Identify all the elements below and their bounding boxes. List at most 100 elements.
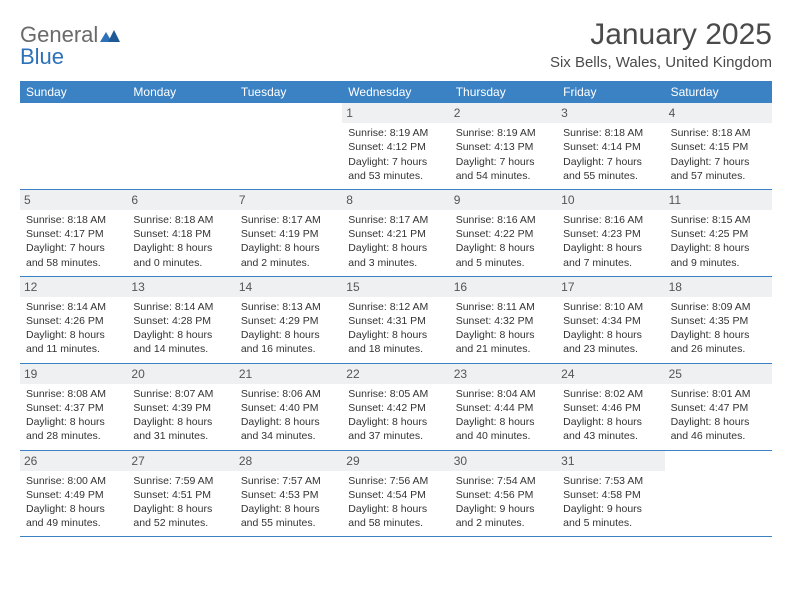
week-row: 19Sunrise: 8:08 AMSunset: 4:37 PMDayligh… <box>20 364 772 451</box>
day-number: 24 <box>557 364 664 384</box>
daylight-label: and 21 minutes. <box>456 342 551 356</box>
sunset-label: Sunset: 4:54 PM <box>348 488 443 502</box>
sunset-label: Sunset: 4:40 PM <box>241 401 336 415</box>
day-number: 18 <box>665 277 772 297</box>
sunrise-label: Sunrise: 7:57 AM <box>241 474 336 488</box>
day-cell: 19Sunrise: 8:08 AMSunset: 4:37 PMDayligh… <box>20 364 127 450</box>
daylight-label: and 34 minutes. <box>241 429 336 443</box>
day-number: 12 <box>20 277 127 297</box>
daylight-label: and 40 minutes. <box>456 429 551 443</box>
daylight-label: and 43 minutes. <box>563 429 658 443</box>
sunrise-label: Sunrise: 8:14 AM <box>26 300 121 314</box>
daylight-label: and 55 minutes. <box>563 169 658 183</box>
day-cell: 30Sunrise: 7:54 AMSunset: 4:56 PMDayligh… <box>450 451 557 537</box>
day-cell: 18Sunrise: 8:09 AMSunset: 4:35 PMDayligh… <box>665 277 772 363</box>
sunset-label: Sunset: 4:51 PM <box>133 488 228 502</box>
day-cell: 31Sunrise: 7:53 AMSunset: 4:58 PMDayligh… <box>557 451 664 537</box>
sunrise-label: Sunrise: 8:13 AM <box>241 300 336 314</box>
day-number: 6 <box>127 190 234 210</box>
weekday-label: Wednesday <box>342 81 449 103</box>
weekday-label: Saturday <box>665 81 772 103</box>
sunset-label: Sunset: 4:37 PM <box>26 401 121 415</box>
daylight-label: Daylight: 8 hours <box>241 241 336 255</box>
daylight-label: Daylight: 8 hours <box>133 241 228 255</box>
daylight-label: and 28 minutes. <box>26 429 121 443</box>
sunset-label: Sunset: 4:56 PM <box>456 488 551 502</box>
daylight-label: and 57 minutes. <box>671 169 766 183</box>
daylight-label: Daylight: 8 hours <box>456 415 551 429</box>
daylight-label: and 37 minutes. <box>348 429 443 443</box>
sunrise-label: Sunrise: 8:19 AM <box>456 126 551 140</box>
logo-text: GeneralBlue <box>20 24 120 68</box>
daylight-label: Daylight: 8 hours <box>26 328 121 342</box>
day-cell: 17Sunrise: 8:10 AMSunset: 4:34 PMDayligh… <box>557 277 664 363</box>
sunrise-label: Sunrise: 8:17 AM <box>241 213 336 227</box>
day-number: 21 <box>235 364 342 384</box>
sunrise-label: Sunrise: 8:10 AM <box>563 300 658 314</box>
day-number: 7 <box>235 190 342 210</box>
sunrise-label: Sunrise: 8:14 AM <box>133 300 228 314</box>
sunrise-label: Sunrise: 8:06 AM <box>241 387 336 401</box>
sunset-label: Sunset: 4:31 PM <box>348 314 443 328</box>
day-cell: 24Sunrise: 8:02 AMSunset: 4:46 PMDayligh… <box>557 364 664 450</box>
daylight-label: Daylight: 7 hours <box>456 155 551 169</box>
week-row: 5Sunrise: 8:18 AMSunset: 4:17 PMDaylight… <box>20 190 772 277</box>
day-number: 20 <box>127 364 234 384</box>
day-cell: 6Sunrise: 8:18 AMSunset: 4:18 PMDaylight… <box>127 190 234 276</box>
day-number: 1 <box>342 103 449 123</box>
week-row: 12Sunrise: 8:14 AMSunset: 4:26 PMDayligh… <box>20 277 772 364</box>
daylight-label: and 5 minutes. <box>456 256 551 270</box>
sunrise-label: Sunrise: 8:18 AM <box>26 213 121 227</box>
day-number: 3 <box>557 103 664 123</box>
daylight-label: Daylight: 8 hours <box>348 241 443 255</box>
sunset-label: Sunset: 4:14 PM <box>563 140 658 154</box>
day-cell: 29Sunrise: 7:56 AMSunset: 4:54 PMDayligh… <box>342 451 449 537</box>
sunrise-label: Sunrise: 7:59 AM <box>133 474 228 488</box>
daylight-label: and 5 minutes. <box>563 516 658 530</box>
daylight-label: Daylight: 8 hours <box>671 415 766 429</box>
daylight-label: Daylight: 8 hours <box>563 241 658 255</box>
daylight-label: Daylight: 8 hours <box>133 502 228 516</box>
day-number: 19 <box>20 364 127 384</box>
day-number: 28 <box>235 451 342 471</box>
sunset-label: Sunset: 4:12 PM <box>348 140 443 154</box>
logo: GeneralBlue <box>20 24 120 68</box>
week-row: 26Sunrise: 8:00 AMSunset: 4:49 PMDayligh… <box>20 451 772 538</box>
day-cell: 23Sunrise: 8:04 AMSunset: 4:44 PMDayligh… <box>450 364 557 450</box>
day-cell: 25Sunrise: 8:01 AMSunset: 4:47 PMDayligh… <box>665 364 772 450</box>
daylight-label: Daylight: 8 hours <box>348 328 443 342</box>
daylight-label: and 26 minutes. <box>671 342 766 356</box>
sunrise-label: Sunrise: 8:12 AM <box>348 300 443 314</box>
sunset-label: Sunset: 4:42 PM <box>348 401 443 415</box>
empty-cell <box>235 103 342 189</box>
day-cell: 26Sunrise: 8:00 AMSunset: 4:49 PMDayligh… <box>20 451 127 537</box>
daylight-label: Daylight: 8 hours <box>133 328 228 342</box>
sunrise-label: Sunrise: 8:18 AM <box>133 213 228 227</box>
daylight-label: and 58 minutes. <box>348 516 443 530</box>
daylight-label: and 2 minutes. <box>241 256 336 270</box>
sunset-label: Sunset: 4:35 PM <box>671 314 766 328</box>
weekday-header: SundayMondayTuesdayWednesdayThursdayFrid… <box>20 81 772 103</box>
sunset-label: Sunset: 4:23 PM <box>563 227 658 241</box>
day-cell: 16Sunrise: 8:11 AMSunset: 4:32 PMDayligh… <box>450 277 557 363</box>
daylight-label: Daylight: 7 hours <box>563 155 658 169</box>
daylight-label: Daylight: 8 hours <box>563 415 658 429</box>
daylight-label: and 23 minutes. <box>563 342 658 356</box>
sunrise-label: Sunrise: 8:01 AM <box>671 387 766 401</box>
daylight-label: and 31 minutes. <box>133 429 228 443</box>
daylight-label: and 52 minutes. <box>133 516 228 530</box>
day-cell: 10Sunrise: 8:16 AMSunset: 4:23 PMDayligh… <box>557 190 664 276</box>
daylight-label: and 14 minutes. <box>133 342 228 356</box>
daylight-label: Daylight: 7 hours <box>348 155 443 169</box>
day-number: 9 <box>450 190 557 210</box>
daylight-label: and 7 minutes. <box>563 256 658 270</box>
day-cell: 4Sunrise: 8:18 AMSunset: 4:15 PMDaylight… <box>665 103 772 189</box>
daylight-label: and 16 minutes. <box>241 342 336 356</box>
sunset-label: Sunset: 4:26 PM <box>26 314 121 328</box>
daylight-label: Daylight: 8 hours <box>241 415 336 429</box>
day-cell: 20Sunrise: 8:07 AMSunset: 4:39 PMDayligh… <box>127 364 234 450</box>
daylight-label: Daylight: 8 hours <box>671 241 766 255</box>
day-cell: 22Sunrise: 8:05 AMSunset: 4:42 PMDayligh… <box>342 364 449 450</box>
day-cell: 14Sunrise: 8:13 AMSunset: 4:29 PMDayligh… <box>235 277 342 363</box>
daylight-label: Daylight: 8 hours <box>456 241 551 255</box>
